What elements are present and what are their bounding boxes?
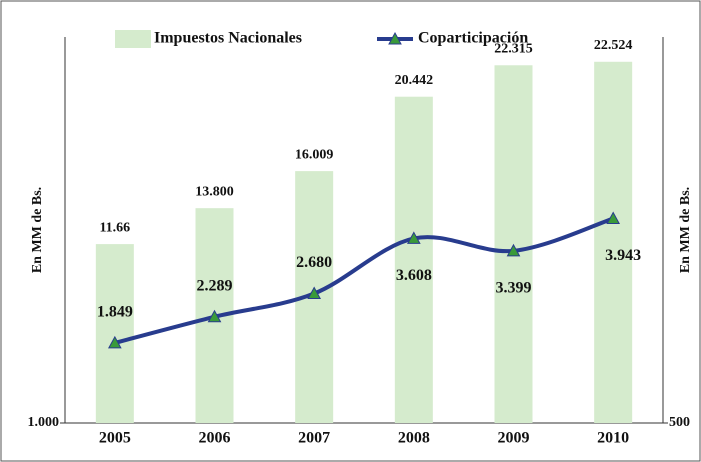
line-value-label: 3.399 — [496, 280, 532, 297]
line-marker — [207, 309, 222, 323]
x-tick-label: 2010 — [597, 430, 629, 447]
x-tick-label: 2006 — [199, 430, 231, 447]
legend-swatch — [388, 31, 402, 45]
line-marker — [107, 335, 122, 349]
bar-value-label: 16.009 — [295, 147, 334, 162]
bar — [594, 61, 633, 424]
line-marker — [506, 243, 521, 257]
y-axis-label: En MM de Bs. — [30, 187, 45, 273]
line-value-label: 3.943 — [605, 247, 641, 264]
y2-axis-label: En MM de Bs. — [678, 187, 693, 273]
bar-value-label: 20.442 — [395, 73, 434, 88]
y-tick-label: 1.000 — [28, 415, 60, 430]
bar-value-label: 13.800 — [195, 184, 234, 199]
bar — [394, 96, 433, 423]
line-value-label: 2.680 — [296, 254, 332, 271]
bar-value-label: 11.66 — [99, 220, 130, 235]
line-value-label: 1.849 — [97, 304, 133, 321]
bar — [95, 244, 134, 423]
x-tick-label: 2009 — [498, 430, 530, 447]
line-value-label: 3.608 — [396, 267, 432, 284]
legend-swatch — [115, 30, 151, 48]
line-value-label: 2.289 — [197, 277, 233, 294]
x-tick-label: 2005 — [99, 430, 131, 447]
x-tick-label: 2008 — [398, 430, 430, 447]
legend-label: Impuestos Nacionales — [154, 30, 302, 47]
line-marker — [307, 286, 322, 300]
line-marker — [406, 231, 421, 244]
x-tick-label: 2007 — [298, 430, 330, 447]
bar-value-label: 22.524 — [594, 38, 633, 53]
bar-value-label: 22.315 — [494, 41, 533, 56]
line — [114, 216, 614, 345]
y2-tick-label: 500 — [669, 415, 690, 430]
line-marker — [606, 211, 621, 225]
legend-label: Coparticipación — [418, 30, 528, 47]
